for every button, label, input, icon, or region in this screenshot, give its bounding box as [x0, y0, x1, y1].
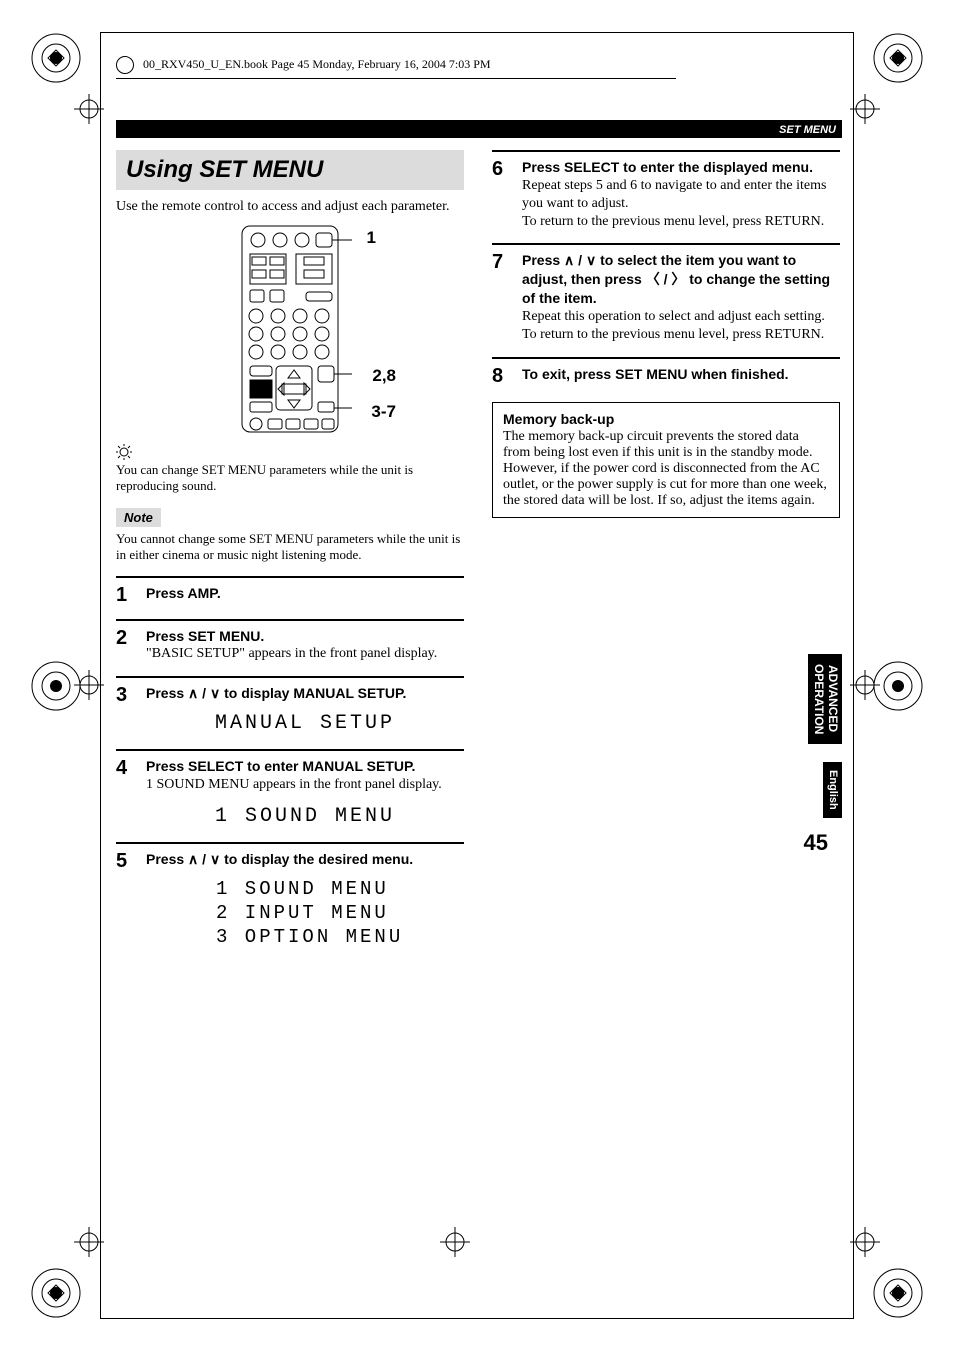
memory-backup-box: Memory back-up The memory back-up circui… [492, 402, 840, 518]
tip-text: You can change SET MENU parameters while… [116, 462, 464, 495]
page-number: 45 [804, 830, 828, 856]
step-title: To exit, press SET MENU when finished. [522, 365, 840, 384]
down-arrow-icon: ∨ [210, 851, 220, 867]
header-filename: 00_RXV450_U_EN.book Page 45 Monday, Febr… [116, 56, 836, 81]
step-title: Press ∧ / ∨ to display MANUAL SETUP. [146, 684, 464, 703]
step-text: Repeat this operation to select and adju… [522, 308, 840, 344]
book-icon [116, 56, 134, 74]
step-text: Repeat steps 5 and 6 to navigate to and … [522, 177, 840, 232]
step-number: 4 [116, 757, 134, 829]
step-text: "BASIC SETUP" appears in the front panel… [146, 645, 464, 663]
step-title: Press ∧ / ∨ to select the item you want … [522, 251, 840, 308]
crosshair-icon [850, 94, 880, 124]
down-arrow-icon: ∨ [586, 252, 596, 268]
step-number: 8 [492, 365, 510, 388]
side-tab-advanced: ADVANCEDOPERATION [808, 654, 842, 744]
memory-body: The memory back-up circuit prevents the … [503, 429, 829, 509]
step-title: Press SELECT to enter MANUAL SETUP. [146, 757, 464, 776]
step-1: 1 Press AMP. [116, 576, 464, 607]
note-text: You cannot change some SET MENU paramete… [116, 531, 464, 564]
tip-bulb-icon [116, 444, 132, 460]
lcd-display: 1 SOUND MENU [146, 805, 464, 828]
step-8: 8 To exit, press SET MENU when finished. [492, 357, 840, 388]
section-header-bar: SET MENU [116, 120, 842, 138]
up-arrow-icon: ∧ [564, 252, 574, 268]
note-label: Note [116, 508, 161, 527]
registration-mark-icon [872, 1267, 924, 1319]
step-6: 6 Press SELECT to enter the displayed me… [492, 150, 840, 231]
up-arrow-icon: ∧ [188, 851, 198, 867]
right-arrow-icon: 〉 [671, 271, 685, 287]
step-text: 1 SOUND MENU appears in the front panel … [146, 776, 464, 794]
remote-control-diagram: 1 2,8 3-7 [228, 224, 352, 434]
step-7: 7 Press ∧ / ∨ to select the item you wan… [492, 243, 840, 344]
callout-3: 3-7 [371, 402, 396, 422]
step-title: Press ∧ / ∨ to display the desired menu. [146, 850, 464, 869]
step-number: 7 [492, 251, 510, 344]
callout-1: 1 [367, 228, 376, 248]
step-number: 3 [116, 684, 134, 738]
step-number: 2 [116, 627, 134, 664]
step-title: Press AMP. [146, 584, 464, 603]
section-tag: SET MENU [773, 122, 842, 138]
lcd-display-multi: 1 SOUND MENU 2 INPUT MENU 3 OPTION MENU [216, 878, 464, 949]
step-number: 5 [116, 850, 134, 952]
left-arrow-icon: 〈 [646, 271, 660, 287]
down-arrow-icon: ∨ [210, 685, 220, 701]
step-2: 2 Press SET MENU. "BASIC SETUP" appears … [116, 619, 464, 664]
registration-mark-icon [30, 32, 82, 84]
step-4: 4 Press SELECT to enter MANUAL SETUP. 1 … [116, 749, 464, 829]
registration-mark-icon [872, 32, 924, 84]
callout-2: 2,8 [372, 366, 396, 386]
side-tabs: ADVANCEDOPERATION English [808, 654, 842, 818]
crosshair-icon [850, 670, 880, 700]
step-number: 6 [492, 158, 510, 231]
memory-title: Memory back-up [503, 411, 829, 427]
step-3: 3 Press ∧ / ∨ to display MANUAL SETUP. M… [116, 676, 464, 738]
registration-mark-icon [30, 1267, 82, 1319]
step-title: Press SELECT to enter the displayed menu… [522, 158, 840, 177]
side-tab-english: English [823, 762, 842, 818]
section-title: Using SET MENU [116, 150, 464, 190]
intro-text: Use the remote control to access and adj… [116, 198, 464, 216]
left-column: Using SET MENU Use the remote control to… [116, 150, 464, 952]
step-number: 1 [116, 584, 134, 607]
crosshair-icon [850, 1227, 880, 1257]
step-5: 5 Press ∧ / ∨ to display the desired men… [116, 842, 464, 952]
lcd-display: MANUAL SETUP [146, 712, 464, 735]
right-column: 6 Press SELECT to enter the displayed me… [492, 150, 840, 952]
step-title: Press SET MENU. [146, 627, 464, 646]
header-text: 00_RXV450_U_EN.book Page 45 Monday, Febr… [143, 57, 491, 71]
up-arrow-icon: ∧ [188, 685, 198, 701]
